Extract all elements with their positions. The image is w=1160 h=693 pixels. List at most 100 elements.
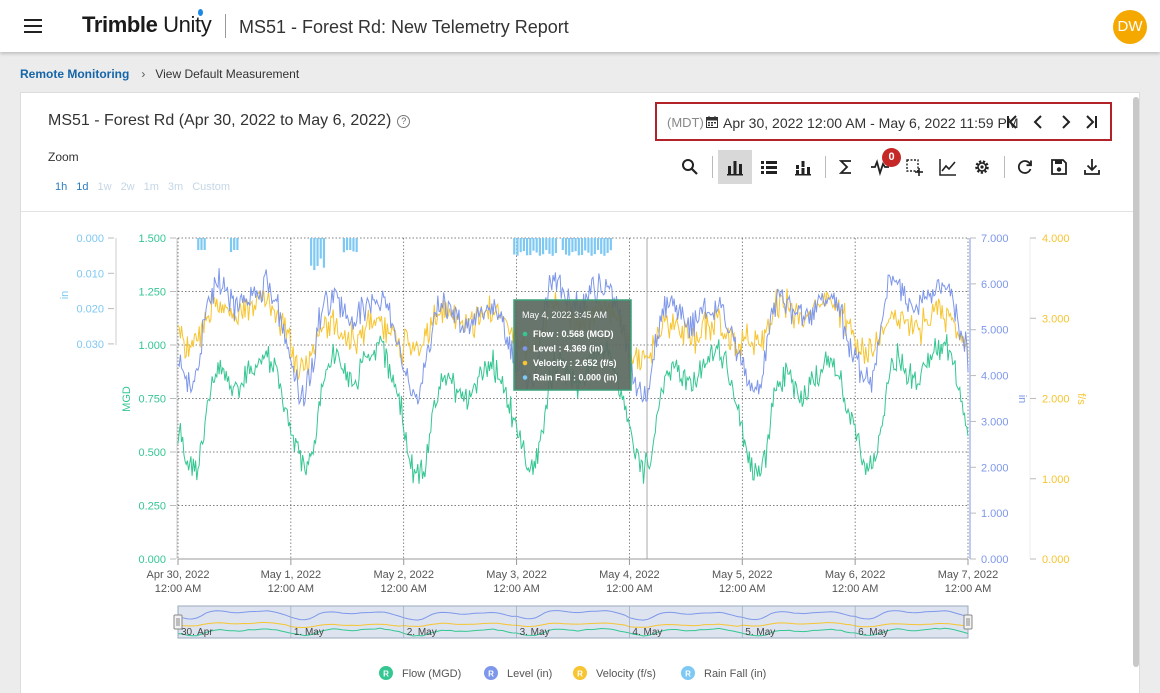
velocity-axis-label: f/s xyxy=(1075,393,1087,405)
date-range-picker[interactable]: (MDT) Apr 30, 2022 12:00 AM - May 6, 202… xyxy=(655,102,1112,141)
bar-chart-button[interactable] xyxy=(718,150,752,184)
report-card: MS51 - Forest Rd (Apr 30, 2022 to May 6,… xyxy=(20,92,1140,693)
zoom-1m[interactable]: 1m xyxy=(143,181,159,193)
zoom-options: 1h 1d 1w 2w 1m 3m Custom xyxy=(55,181,239,193)
rainfall-bar xyxy=(538,238,541,256)
level-tick-label: 7.000 xyxy=(981,233,1009,245)
velocity-tick-label: 4.000 xyxy=(1042,233,1070,245)
level-tick-label: 1.000 xyxy=(981,508,1009,520)
rainfall-axis-label: in xyxy=(59,291,71,300)
menu-icon[interactable] xyxy=(24,19,42,33)
previous-page-icon[interactable] xyxy=(1031,113,1047,131)
rainfall-bar xyxy=(568,238,571,256)
next-page-icon[interactable] xyxy=(1057,113,1073,131)
timezone-label: (MDT) xyxy=(667,115,704,130)
navigator-date-label: 6. May xyxy=(858,627,888,638)
brand-name-light: Unity xyxy=(163,9,212,37)
select-region-icon xyxy=(906,159,923,176)
bar-chart-icon xyxy=(727,161,743,176)
zoom-3m[interactable]: 3m xyxy=(167,181,184,193)
help-icon[interactable]: ? xyxy=(397,115,411,128)
save-button[interactable] xyxy=(1042,150,1076,184)
toolbar-divider xyxy=(712,156,713,178)
rainfall-bar xyxy=(342,238,345,253)
rainfall-bar xyxy=(200,238,203,250)
rainfall-bar xyxy=(322,238,326,268)
navigator-right-handle[interactable] xyxy=(963,614,973,630)
download-button[interactable] xyxy=(1075,150,1109,184)
zoom-custom[interactable]: Custom xyxy=(192,181,231,193)
brand-logo[interactable]: Trimble Unity xyxy=(82,9,212,38)
zoom-label: Zoom xyxy=(48,150,79,164)
zoom-2w[interactable]: 2w xyxy=(120,181,135,193)
level-axis-label: in xyxy=(1016,395,1028,404)
legend-item[interactable]: R Flow (MGD) xyxy=(379,666,461,680)
level-tick-label: 5.000 xyxy=(981,325,1009,337)
zoom-1w[interactable]: 1w xyxy=(97,181,112,193)
rainfall-bar xyxy=(532,238,535,251)
zoom-1h[interactable]: 1h xyxy=(55,181,68,193)
brand-dot-icon xyxy=(198,9,204,16)
gear-icon xyxy=(975,160,989,174)
legend-marker-label: R xyxy=(488,670,494,679)
rainfall-bar xyxy=(355,238,358,253)
rainfall-bar xyxy=(584,238,587,251)
flow-tick-label: 1.000 xyxy=(138,340,166,352)
vertical-scrollbar[interactable] xyxy=(1133,97,1139,667)
legend-marker-label: R xyxy=(577,670,583,679)
user-avatar[interactable]: DW xyxy=(1113,10,1147,44)
breadcrumb-remote-monitoring[interactable]: Remote Monitoring xyxy=(20,67,130,81)
tooltip-marker xyxy=(522,375,528,380)
legend-item[interactable]: R Rain Fall (in) xyxy=(681,666,766,680)
toolbar-divider xyxy=(1004,156,1005,178)
card-divider xyxy=(21,211,1133,212)
refresh-button[interactable] xyxy=(1008,150,1042,184)
x-tick-date-label: May 7, 2022 xyxy=(938,569,999,581)
navigator-date-label: 1. May xyxy=(294,627,324,638)
app-header: Trimble Unity MS51 - Forest Rd: New Tele… xyxy=(0,0,1160,52)
legend-item[interactable]: R Level (in) xyxy=(484,666,552,680)
settings-button[interactable] xyxy=(965,150,999,184)
rainfall-bar xyxy=(516,238,519,256)
rainfall-bar xyxy=(233,238,236,250)
legend-item[interactable]: R Velocity (f/s) xyxy=(573,666,656,680)
rainfall-bar xyxy=(352,238,355,252)
events-button[interactable] xyxy=(863,150,897,184)
x-tick-time-label: 12:00 AM xyxy=(493,583,539,595)
rainfall-tick-label: 0.020 xyxy=(76,304,104,316)
stacked-bar-button[interactable] xyxy=(786,150,820,184)
download-icon xyxy=(1084,159,1100,175)
level-tick-label: 4.000 xyxy=(981,371,1009,383)
rainfall-bar xyxy=(609,238,612,251)
x-tick-time-label: 12:00 AM xyxy=(719,583,765,595)
zoom-1d[interactable]: 1d xyxy=(76,181,89,193)
level-tick-label: 3.000 xyxy=(981,416,1009,428)
list-button[interactable] xyxy=(752,150,786,184)
tooltip-row: Flow : 0.568 (MGD) xyxy=(533,329,614,339)
select-region-button[interactable] xyxy=(897,150,931,184)
flow-tick-label: 0.250 xyxy=(138,501,166,513)
flow-axis-label: MGD xyxy=(121,386,133,412)
legend-label: Velocity (f/s) xyxy=(596,668,656,680)
tooltip-row: Rain Fall : 0.000 (in) xyxy=(533,373,618,383)
sigma-icon xyxy=(838,160,851,174)
rainfall-bar xyxy=(564,238,568,255)
chevron-right-icon: › xyxy=(141,67,146,81)
line-chart-button[interactable] xyxy=(931,150,965,184)
legend-marker-label: R xyxy=(383,670,389,679)
range-navigator[interactable]: 30. Apr 1. May 2. May 3. May 4. May 5. May 6. … xyxy=(173,605,973,639)
rainfall-bar xyxy=(310,238,313,266)
rainfall-bar xyxy=(603,238,606,256)
rainfall-bar xyxy=(541,238,545,255)
tooltip-marker xyxy=(522,331,528,337)
legend-marker xyxy=(573,666,587,680)
tooltip-marker xyxy=(522,360,528,366)
statistics-button[interactable] xyxy=(829,150,863,184)
search-button[interactable] xyxy=(673,150,707,184)
rainfall-bar xyxy=(571,238,574,253)
last-page-icon[interactable] xyxy=(1083,113,1099,131)
navigator-left-handle[interactable] xyxy=(173,614,183,630)
first-page-icon[interactable] xyxy=(1005,113,1021,131)
x-tick-date-label: May 5, 2022 xyxy=(712,569,773,581)
